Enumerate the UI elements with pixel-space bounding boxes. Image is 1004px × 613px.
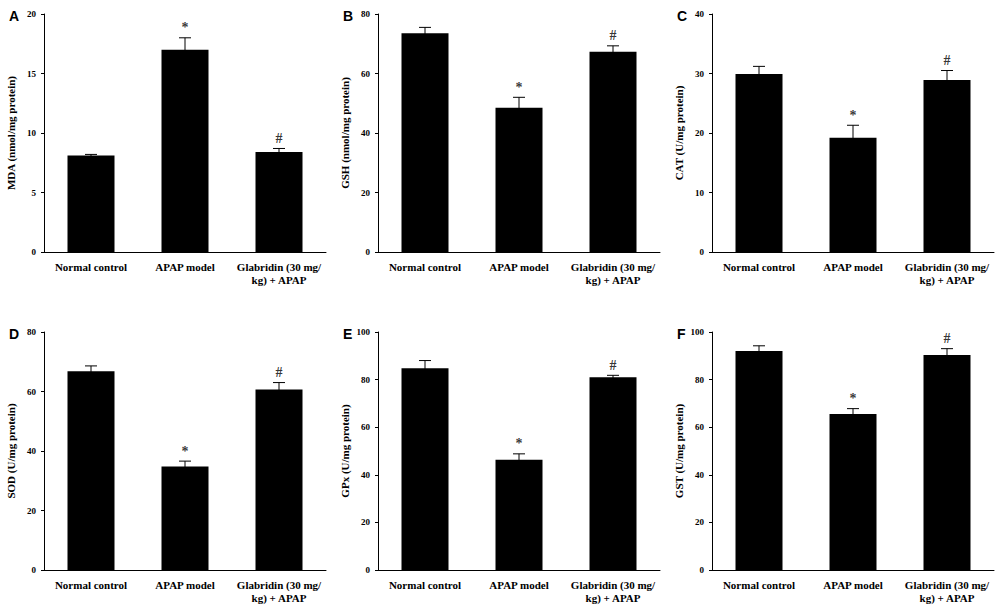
svg-text:*: * — [850, 391, 857, 406]
svg-text:kg) + APAP: kg) + APAP — [252, 592, 307, 605]
svg-text:Normal control: Normal control — [55, 579, 127, 591]
svg-text:GST (U/mg protein): GST (U/mg protein) — [673, 404, 686, 499]
svg-text:kg) + APAP: kg) + APAP — [586, 274, 641, 287]
svg-text:80: 80 — [361, 9, 371, 19]
svg-text:0: 0 — [32, 565, 37, 575]
svg-text:C: C — [677, 8, 687, 24]
svg-text:APAP model: APAP model — [489, 579, 548, 591]
svg-text:100: 100 — [357, 327, 371, 337]
svg-text:A: A — [9, 8, 19, 24]
svg-text:40: 40 — [695, 9, 705, 19]
svg-text:*: * — [182, 444, 189, 459]
svg-text:Glabridin (30 mg/: Glabridin (30 mg/ — [237, 579, 322, 592]
svg-text:20: 20 — [695, 517, 705, 527]
svg-text:15: 15 — [27, 69, 37, 79]
svg-text:kg) + APAP: kg) + APAP — [920, 274, 975, 287]
svg-text:D: D — [9, 326, 19, 342]
svg-text:APAP model: APAP model — [155, 261, 214, 273]
svg-text:#: # — [610, 358, 617, 373]
svg-text:kg) + APAP: kg) + APAP — [252, 274, 307, 287]
svg-text:0: 0 — [700, 565, 705, 575]
svg-text:CAT (U/mg protein): CAT (U/mg protein) — [673, 85, 686, 180]
svg-text:*: * — [182, 20, 189, 35]
svg-text:60: 60 — [361, 422, 371, 432]
svg-text:0: 0 — [32, 247, 37, 257]
svg-text:*: * — [516, 436, 523, 451]
svg-text:B: B — [343, 8, 353, 24]
svg-text:Glabridin (30 mg/: Glabridin (30 mg/ — [905, 261, 990, 274]
svg-text:Normal control: Normal control — [723, 579, 795, 591]
svg-text:SOD (U/mg protein): SOD (U/mg protein) — [5, 403, 18, 498]
svg-text:Glabridin (30 mg/: Glabridin (30 mg/ — [905, 579, 990, 592]
svg-text:Normal control: Normal control — [389, 579, 461, 591]
svg-text:60: 60 — [695, 422, 705, 432]
svg-text:10: 10 — [695, 188, 705, 198]
svg-text:80: 80 — [361, 375, 371, 385]
svg-text:20: 20 — [361, 517, 371, 527]
svg-text:#: # — [276, 365, 283, 380]
svg-text:GPx (U/mg protein): GPx (U/mg protein) — [339, 404, 352, 498]
svg-text:kg) + APAP: kg) + APAP — [586, 592, 641, 605]
svg-text:Normal control: Normal control — [55, 261, 127, 273]
svg-text:#: # — [610, 28, 617, 43]
svg-text:GSH (nmol/mg protein): GSH (nmol/mg protein) — [339, 77, 352, 189]
svg-text:0: 0 — [366, 565, 371, 575]
svg-text:60: 60 — [361, 69, 371, 79]
svg-text:F: F — [677, 326, 686, 342]
svg-text:Glabridin (30 mg/: Glabridin (30 mg/ — [237, 261, 322, 274]
svg-text:40: 40 — [361, 470, 371, 480]
svg-text:Glabridin (30 mg/: Glabridin (30 mg/ — [571, 261, 656, 274]
svg-text:10: 10 — [27, 128, 37, 138]
svg-text:Glabridin (30 mg/: Glabridin (30 mg/ — [571, 579, 656, 592]
svg-text:100: 100 — [691, 327, 705, 337]
svg-text:*: * — [850, 108, 857, 123]
svg-text:0: 0 — [700, 247, 705, 257]
svg-text:20: 20 — [361, 188, 371, 198]
svg-text:MDA (nmol/mg protein): MDA (nmol/mg protein) — [5, 76, 18, 190]
svg-text:40: 40 — [695, 470, 705, 480]
svg-text:80: 80 — [695, 375, 705, 385]
svg-text:APAP model: APAP model — [489, 261, 548, 273]
svg-text:80: 80 — [27, 327, 37, 337]
svg-text:APAP model: APAP model — [823, 579, 882, 591]
svg-text:5: 5 — [32, 188, 37, 198]
svg-text:30: 30 — [695, 69, 705, 79]
svg-text:APAP model: APAP model — [823, 261, 882, 273]
svg-text:kg) + APAP: kg) + APAP — [920, 592, 975, 605]
svg-text:E: E — [343, 326, 352, 342]
svg-text:0: 0 — [366, 247, 371, 257]
svg-text:20: 20 — [27, 506, 37, 516]
svg-text:40: 40 — [361, 128, 371, 138]
svg-text:APAP model: APAP model — [155, 579, 214, 591]
svg-text:20: 20 — [27, 9, 37, 19]
svg-text:#: # — [944, 331, 951, 346]
svg-text:Normal control: Normal control — [723, 261, 795, 273]
svg-text:#: # — [944, 53, 951, 68]
svg-text:Normal control: Normal control — [389, 261, 461, 273]
svg-text:20: 20 — [695, 128, 705, 138]
svg-text:40: 40 — [27, 446, 37, 456]
svg-text:*: * — [516, 80, 523, 95]
svg-text:#: # — [276, 131, 283, 146]
svg-text:60: 60 — [27, 387, 37, 397]
